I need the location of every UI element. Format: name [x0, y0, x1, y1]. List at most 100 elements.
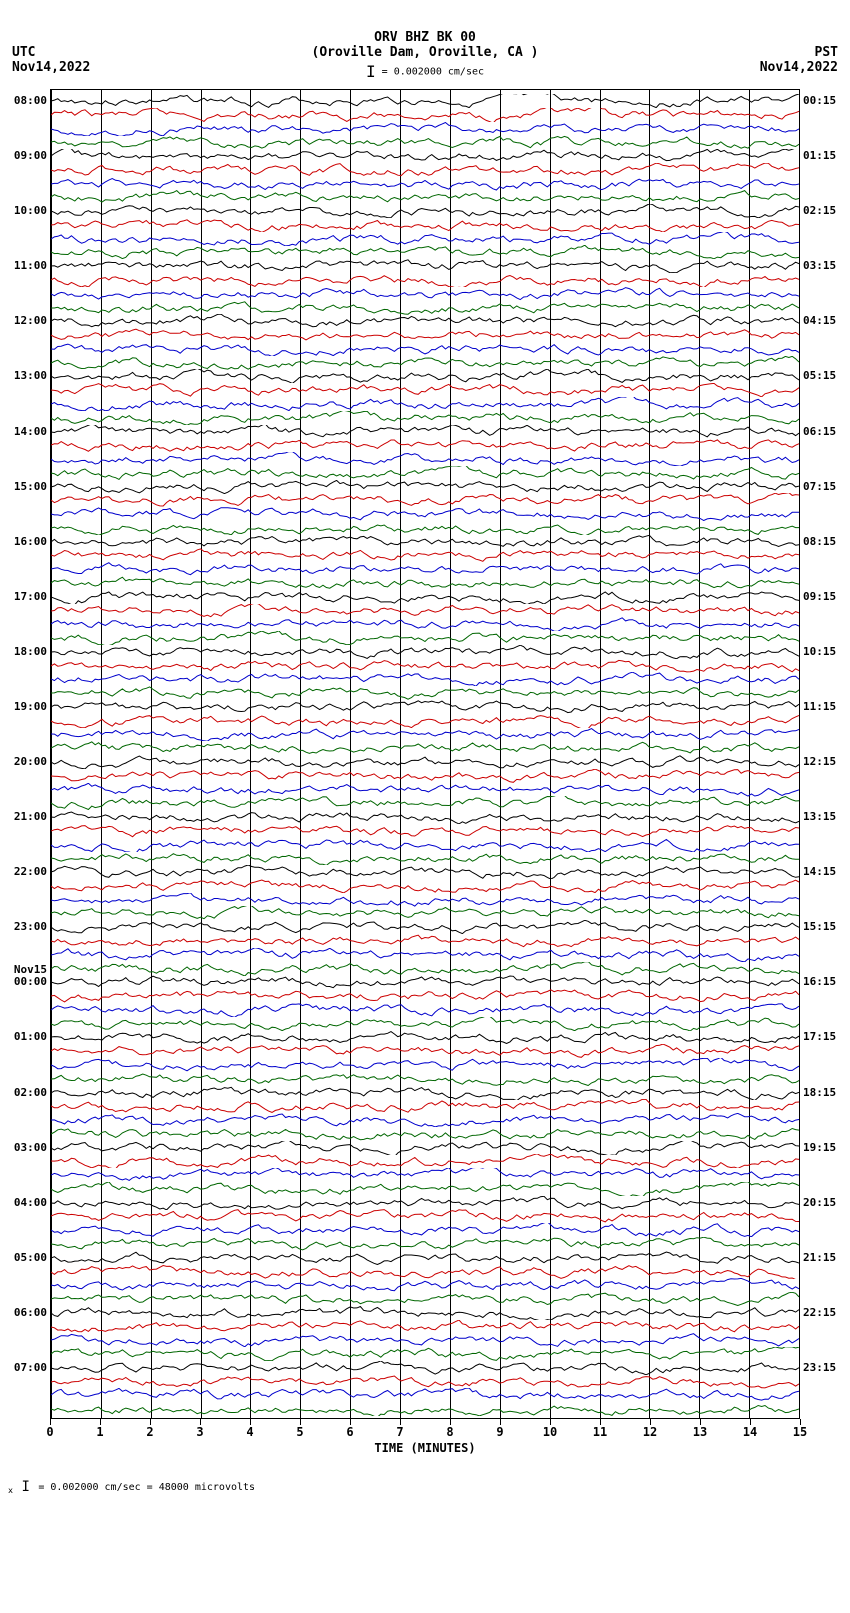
pst-label: PST: [760, 45, 838, 60]
trace-row: 06:0022:15: [51, 1306, 799, 1320]
x-tick-label: 7: [396, 1425, 403, 1439]
trace-row: [51, 452, 799, 466]
pst-date: Nov14,2022: [760, 60, 838, 75]
x-axis-title: TIME (MINUTES): [374, 1441, 475, 1455]
x-tick-label: 9: [496, 1425, 503, 1439]
trace-row: [51, 686, 799, 700]
utc-time-label: 09:00: [14, 149, 51, 162]
x-tick-label: 4: [246, 1425, 253, 1439]
trace-row: [51, 989, 799, 1003]
trace-row: [51, 1072, 799, 1086]
x-tick-label: 6: [346, 1425, 353, 1439]
trace-row: [51, 245, 799, 259]
trace-row: [51, 631, 799, 645]
trace-row: [51, 548, 799, 562]
seismogram-plot: 08:0000:1509:0001:1510:0002:1511:0003:15…: [50, 89, 800, 1419]
trace-row: [51, 287, 799, 301]
trace-row: [51, 1347, 799, 1361]
utc-time-label: 17:00: [14, 590, 51, 603]
trace-row: [51, 1003, 799, 1017]
trace-row: [51, 1333, 799, 1347]
trace-row: 07:0023:15: [51, 1361, 799, 1375]
trace-row: 21:0013:15: [51, 810, 799, 824]
trace-row: [51, 576, 799, 590]
utc-time-label: 05:00: [14, 1251, 51, 1264]
utc-time-label: 18:00: [14, 645, 51, 658]
footer-scale: x I = 0.002000 cm/sec = 48000 microvolts: [0, 1459, 850, 1505]
utc-time-label: 02:00: [14, 1086, 51, 1099]
trace-row: 16:0008:15: [51, 535, 799, 549]
utc-time-label: 04:00: [14, 1196, 51, 1209]
trace-row: [51, 1237, 799, 1251]
trace-row: [51, 411, 799, 425]
utc-time-label: 19:00: [14, 700, 51, 713]
utc-time-label: 00:00: [14, 975, 51, 988]
utc-time-label: 03:00: [14, 1141, 51, 1154]
utc-time-label: 10:00: [14, 204, 51, 217]
station-title: ORV BHZ BK 00: [0, 30, 850, 45]
x-tick-label: 10: [543, 1425, 557, 1439]
utc-time-label: 16:00: [14, 535, 51, 548]
pst-time-label: 05:15: [799, 369, 836, 382]
trace-row: [51, 851, 799, 865]
pst-time-label: 01:15: [799, 149, 836, 162]
trace-row: [51, 1402, 799, 1416]
trace-row: [51, 824, 799, 838]
trace-row: [51, 714, 799, 728]
trace-row: 05:0021:15: [51, 1251, 799, 1265]
x-tick-label: 15: [793, 1425, 807, 1439]
trace-row: [51, 769, 799, 783]
x-tick-label: 14: [743, 1425, 757, 1439]
utc-label: UTC: [12, 45, 90, 60]
trace-row: [51, 1223, 799, 1237]
trace-row: [51, 659, 799, 673]
utc-time-label: 06:00: [14, 1306, 51, 1319]
trace-row: [51, 328, 799, 342]
trace-row: 22:0014:15: [51, 865, 799, 879]
pst-time-label: 06:15: [799, 425, 836, 438]
x-tick-label: 13: [693, 1425, 707, 1439]
trace-row: [51, 108, 799, 122]
trace-row: 12:0004:15: [51, 314, 799, 328]
trace-row: [51, 438, 799, 452]
trace-row: [51, 301, 799, 315]
trace-row: [51, 934, 799, 948]
trace-row: [51, 493, 799, 507]
trace-row: [51, 383, 799, 397]
trace-row: 09:0001:15: [51, 149, 799, 163]
pst-time-label: 10:15: [799, 645, 836, 658]
trace-row: 10:0002:15: [51, 204, 799, 218]
trace-row: [51, 135, 799, 149]
trace-row: [51, 604, 799, 618]
scale-label: I = 0.002000 cm/sec: [0, 62, 850, 81]
trace-row: [51, 122, 799, 136]
trace-row: [51, 1209, 799, 1223]
trace-row: [51, 617, 799, 631]
pst-time-label: 12:15: [799, 755, 836, 768]
utc-time-label: 07:00: [14, 1361, 51, 1374]
utc-time-label: 15:00: [14, 480, 51, 493]
trace-row: [51, 1278, 799, 1292]
trace-row: [51, 893, 799, 907]
x-tick-label: 5: [296, 1425, 303, 1439]
utc-time-label: 21:00: [14, 810, 51, 823]
trace-row: [51, 879, 799, 893]
x-tick-label: 3: [196, 1425, 203, 1439]
trace-row: 17:0009:15: [51, 590, 799, 604]
trace-row: [51, 1113, 799, 1127]
grid-line: [799, 90, 800, 1418]
pst-time-label: 15:15: [799, 920, 836, 933]
trace-row: [51, 273, 799, 287]
pst-time-label: 13:15: [799, 810, 836, 823]
x-axis: TIME (MINUTES) 0123456789101112131415: [50, 1419, 800, 1459]
trace-row: 19:0011:15: [51, 700, 799, 714]
pst-time-label: 09:15: [799, 590, 836, 603]
pst-time-label: 20:15: [799, 1196, 836, 1209]
pst-time-label: 03:15: [799, 259, 836, 272]
trace-row: 04:0020:15: [51, 1196, 799, 1210]
trace-row: 03:0019:15: [51, 1141, 799, 1155]
utc-date: Nov14,2022: [12, 60, 90, 75]
pst-time-label: 02:15: [799, 204, 836, 217]
trace-row: [51, 1182, 799, 1196]
x-tick-label: 2: [146, 1425, 153, 1439]
